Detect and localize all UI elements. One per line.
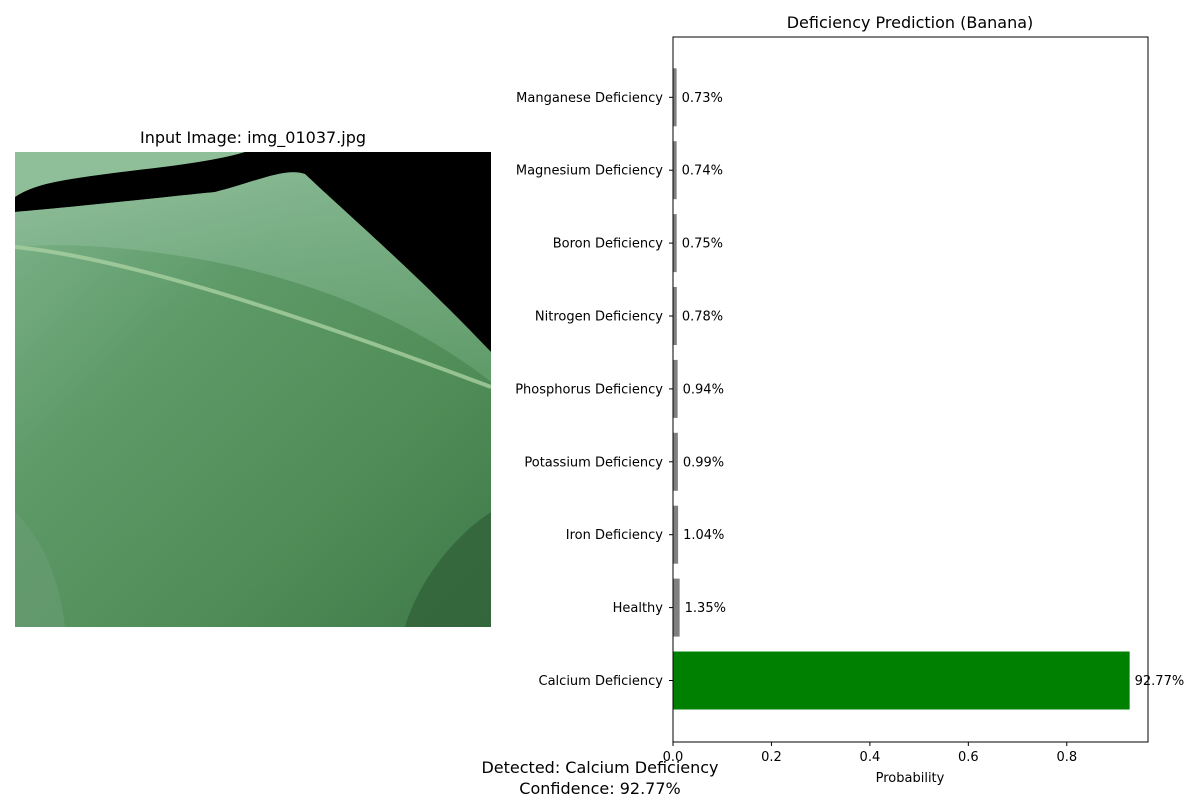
detected-text: Detected: Calcium Deficiency xyxy=(481,758,719,777)
value-label-boron-deficiency: 0.75% xyxy=(682,237,723,252)
value-label-potassium-deficiency: 0.99% xyxy=(683,455,724,470)
category-label-iron-deficiency: Iron Deficiency xyxy=(566,528,664,543)
bar-healthy xyxy=(673,578,680,637)
value-label-magnesium-deficiency: 0.74% xyxy=(682,164,723,179)
confidence-text: Confidence: 92.77% xyxy=(519,779,681,798)
category-label-potassium-deficiency: Potassium Deficiency xyxy=(524,455,663,470)
category-label-phosphorus-deficiency: Phosphorus Deficiency xyxy=(515,382,663,397)
value-label-healthy: 1.35% xyxy=(685,601,726,616)
value-label-phosphorus-deficiency: 0.94% xyxy=(683,382,724,397)
bar-magnesium-deficiency xyxy=(673,141,677,200)
value-label-calcium-deficiency: 92.77% xyxy=(1135,674,1185,689)
x-tick-label: 0.8 xyxy=(1056,750,1077,765)
bar-boron-deficiency xyxy=(673,214,677,273)
bar-potassium-deficiency xyxy=(673,432,678,491)
value-label-nitrogen-deficiency: 0.78% xyxy=(682,310,723,325)
leaf-image xyxy=(15,152,491,627)
x-tick-label: 0.2 xyxy=(761,750,782,765)
category-label-nitrogen-deficiency: Nitrogen Deficiency xyxy=(535,310,663,325)
bar-phosphorus-deficiency xyxy=(673,359,678,418)
category-label-magnesium-deficiency: Magnesium Deficiency xyxy=(516,164,663,179)
category-label-boron-deficiency: Boron Deficiency xyxy=(553,237,664,252)
x-tick-label: 0.6 xyxy=(958,750,979,765)
value-label-manganese-deficiency: 0.73% xyxy=(682,91,723,106)
category-label-manganese-deficiency: Manganese Deficiency xyxy=(516,91,663,106)
image-title: Input Image: img_01037.jpg xyxy=(139,128,367,147)
chart-title: Deficiency Prediction (Banana) xyxy=(787,13,1034,32)
plot-frame xyxy=(672,36,1149,743)
category-label-calcium-deficiency: Calcium Deficiency xyxy=(539,674,664,689)
value-label-iron-deficiency: 1.04% xyxy=(683,528,724,543)
category-label-healthy: Healthy xyxy=(613,601,664,616)
x-tick-label: 0.4 xyxy=(860,750,881,765)
x-axis-label: Probability xyxy=(876,771,945,786)
bar-manganese-deficiency xyxy=(673,68,677,127)
x-tick-label: 0.0 xyxy=(663,750,684,765)
bar-iron-deficiency xyxy=(673,505,679,564)
bar-nitrogen-deficiency xyxy=(673,287,677,345)
bar-calcium-deficiency xyxy=(673,651,1130,710)
